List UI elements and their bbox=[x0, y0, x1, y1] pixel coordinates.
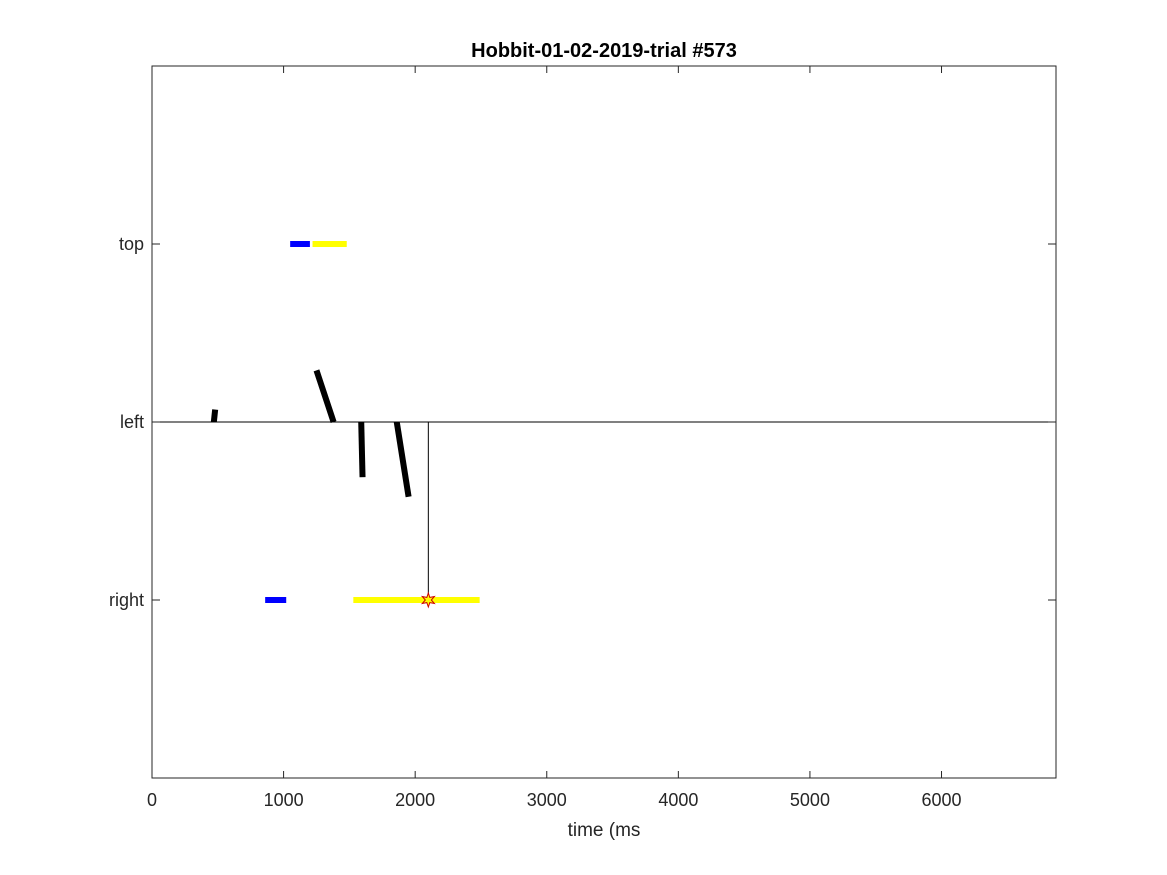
x-tick-label: 2000 bbox=[395, 790, 435, 810]
x-tick-label: 6000 bbox=[921, 790, 961, 810]
x-tick-label: 0 bbox=[147, 790, 157, 810]
x-tick-label: 3000 bbox=[527, 790, 567, 810]
y-tick-label: left bbox=[120, 412, 144, 432]
x-axis-label: time (ms bbox=[568, 820, 641, 841]
x-tick-label: 5000 bbox=[790, 790, 830, 810]
plot-area: 0 1000 2000 3000 4000 5000 6000 right left top bbox=[109, 65, 1057, 810]
star-marker bbox=[420, 591, 436, 609]
y-tick-label: top bbox=[119, 234, 144, 254]
chart-title: Hobbit-01-02-2019-trial #573 bbox=[471, 40, 737, 62]
x-tick-label: 1000 bbox=[264, 790, 304, 810]
x-tick-label: 4000 bbox=[658, 790, 698, 810]
gaze-segment bbox=[210, 409, 219, 423]
gaze-segment bbox=[393, 421, 412, 498]
gaze-segment bbox=[358, 421, 366, 478]
y-tick-label: right bbox=[109, 590, 144, 610]
gaze-segment bbox=[313, 369, 337, 423]
